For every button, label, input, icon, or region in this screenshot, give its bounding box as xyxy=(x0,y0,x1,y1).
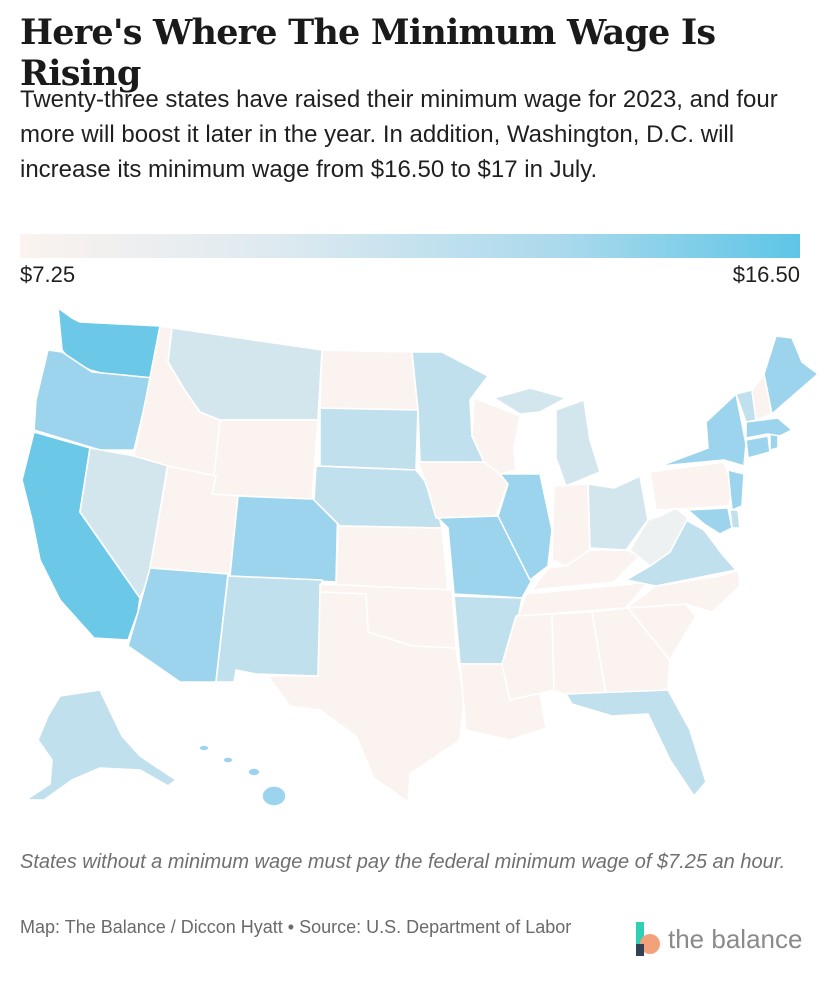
state-massachusetts xyxy=(745,417,793,439)
brand-name: the balance xyxy=(668,924,803,954)
state-arizona xyxy=(127,567,229,683)
subtitle: Twenty-three states have raised their mi… xyxy=(20,86,778,183)
state-hawaii-oahu xyxy=(222,756,234,764)
state-north-dakota xyxy=(319,349,419,411)
state-hawaii-big-island xyxy=(261,785,287,807)
state-alaska xyxy=(25,689,177,801)
page-title: Here's Where The Minimum Wage Is Rising xyxy=(20,12,716,94)
state-mississippi xyxy=(501,613,555,701)
state-michigan-upper xyxy=(493,387,567,415)
the-balance-logo-icon xyxy=(636,922,660,956)
state-texas xyxy=(267,591,465,803)
state-pennsylvania xyxy=(649,461,735,511)
state-georgia xyxy=(591,607,671,695)
state-south-dakota xyxy=(319,407,419,471)
brand-logo: the balance xyxy=(634,920,824,960)
legend-max-label: $16.50 xyxy=(732,262,800,287)
state-florida xyxy=(565,689,707,797)
state-wyoming xyxy=(211,419,319,501)
state-tennessee xyxy=(517,579,651,617)
state-west-virginia xyxy=(629,507,689,567)
legend-gradient-bar xyxy=(20,234,800,258)
footnote: States without a minimum wage must pay t… xyxy=(20,851,786,873)
state-hawaii-kauai xyxy=(198,744,210,752)
state-new-jersey xyxy=(727,469,745,511)
us-states-map xyxy=(21,307,819,807)
state-rhode-island xyxy=(769,433,779,451)
state-delaware xyxy=(729,509,741,529)
state-illinois xyxy=(497,473,553,581)
source-credit: Map: The Balance / Diccon Hyatt • Source… xyxy=(20,917,572,937)
state-new-york xyxy=(659,393,747,467)
state-new-mexico xyxy=(215,575,323,683)
state-hawaii-maui xyxy=(247,767,261,777)
state-maryland xyxy=(687,507,733,535)
state-maine xyxy=(763,335,819,415)
state-kansas xyxy=(335,525,449,593)
state-wisconsin xyxy=(471,397,521,475)
state-connecticut xyxy=(745,435,771,459)
state-michigan xyxy=(555,399,601,487)
legend-min-label: $7.25 xyxy=(20,262,76,287)
